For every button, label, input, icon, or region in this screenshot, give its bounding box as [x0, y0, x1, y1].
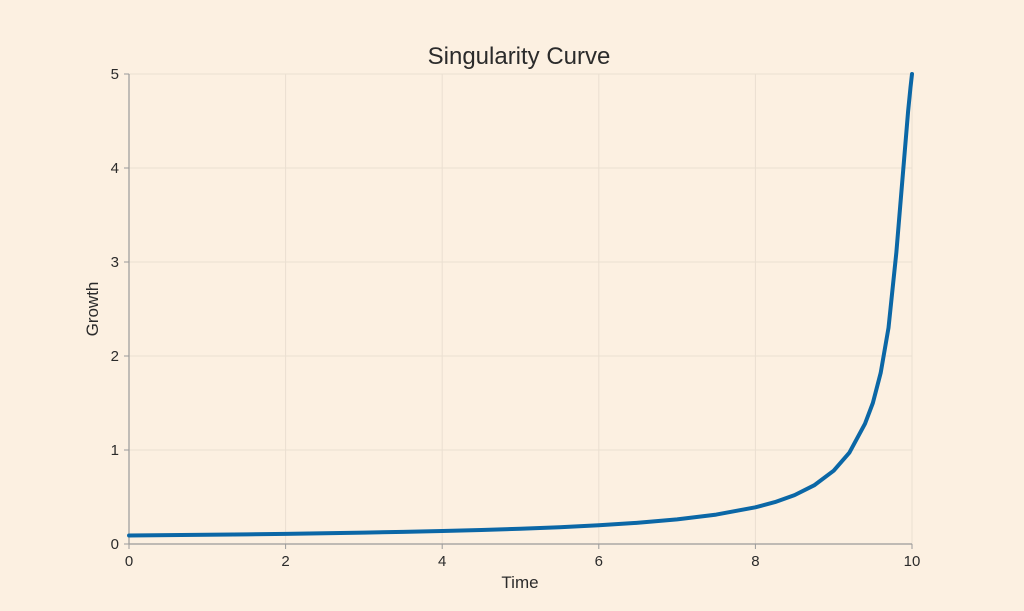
- tick-labels: 0 2 4 6 8 10 0 1 2 3 4 5: [111, 66, 921, 570]
- y-tick-label: 5: [111, 66, 119, 83]
- x-tick-label: 8: [751, 553, 759, 570]
- series-layer: [127, 72, 914, 538]
- y-axis-title: Growth: [83, 282, 102, 337]
- x-axis-title: Time: [501, 573, 538, 592]
- x-tick-label: 0: [125, 553, 133, 570]
- y-tick-label: 2: [111, 348, 119, 365]
- x-tick-label: 4: [438, 553, 446, 570]
- y-tick-label: 3: [111, 254, 119, 271]
- y-tick-label: 4: [111, 160, 119, 177]
- x-tick-label: 6: [595, 553, 603, 570]
- growth-series-line: [127, 72, 914, 538]
- axes: [124, 73, 913, 549]
- grid-lines: [128, 73, 913, 545]
- y-tick-label: 0: [111, 536, 119, 553]
- chart-title: Singularity Curve: [428, 43, 611, 70]
- x-tick-label: 2: [281, 553, 289, 570]
- x-tick-label: 10: [904, 553, 921, 570]
- y-tick-label: 1: [111, 442, 119, 459]
